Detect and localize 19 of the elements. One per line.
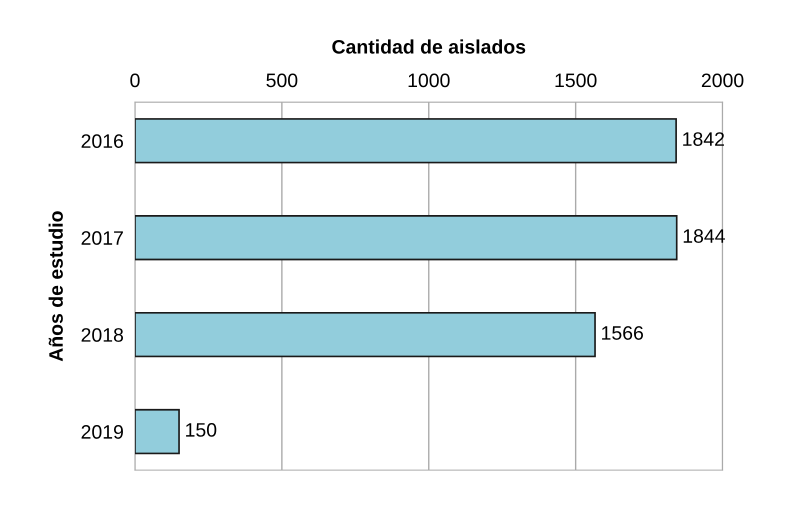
bar [134,312,596,358]
y-axis-title: Años de estudio [48,211,63,362]
data-label: 150 [186,423,216,437]
x-tick-label: 0 [130,73,140,88]
x-tick-label: 1500 [556,73,597,88]
data-label: 1844 [684,229,725,243]
bar [134,215,678,260]
x-axis-title: Cantidad de aislados [332,39,526,54]
bar [134,118,677,164]
data-label: 1842 [683,132,724,146]
bar [134,408,180,454]
y-tick-label: 2019 [82,425,123,439]
x-tick-label: 1000 [408,73,450,88]
x-tick-label: 2000 [702,73,744,88]
y-tick-label: 2017 [82,231,123,245]
y-tick-label: 2018 [82,328,124,342]
x-tick-label: 500 [266,73,298,88]
y-tick-label: 2016 [82,134,124,148]
data-label: 1566 [602,326,643,340]
